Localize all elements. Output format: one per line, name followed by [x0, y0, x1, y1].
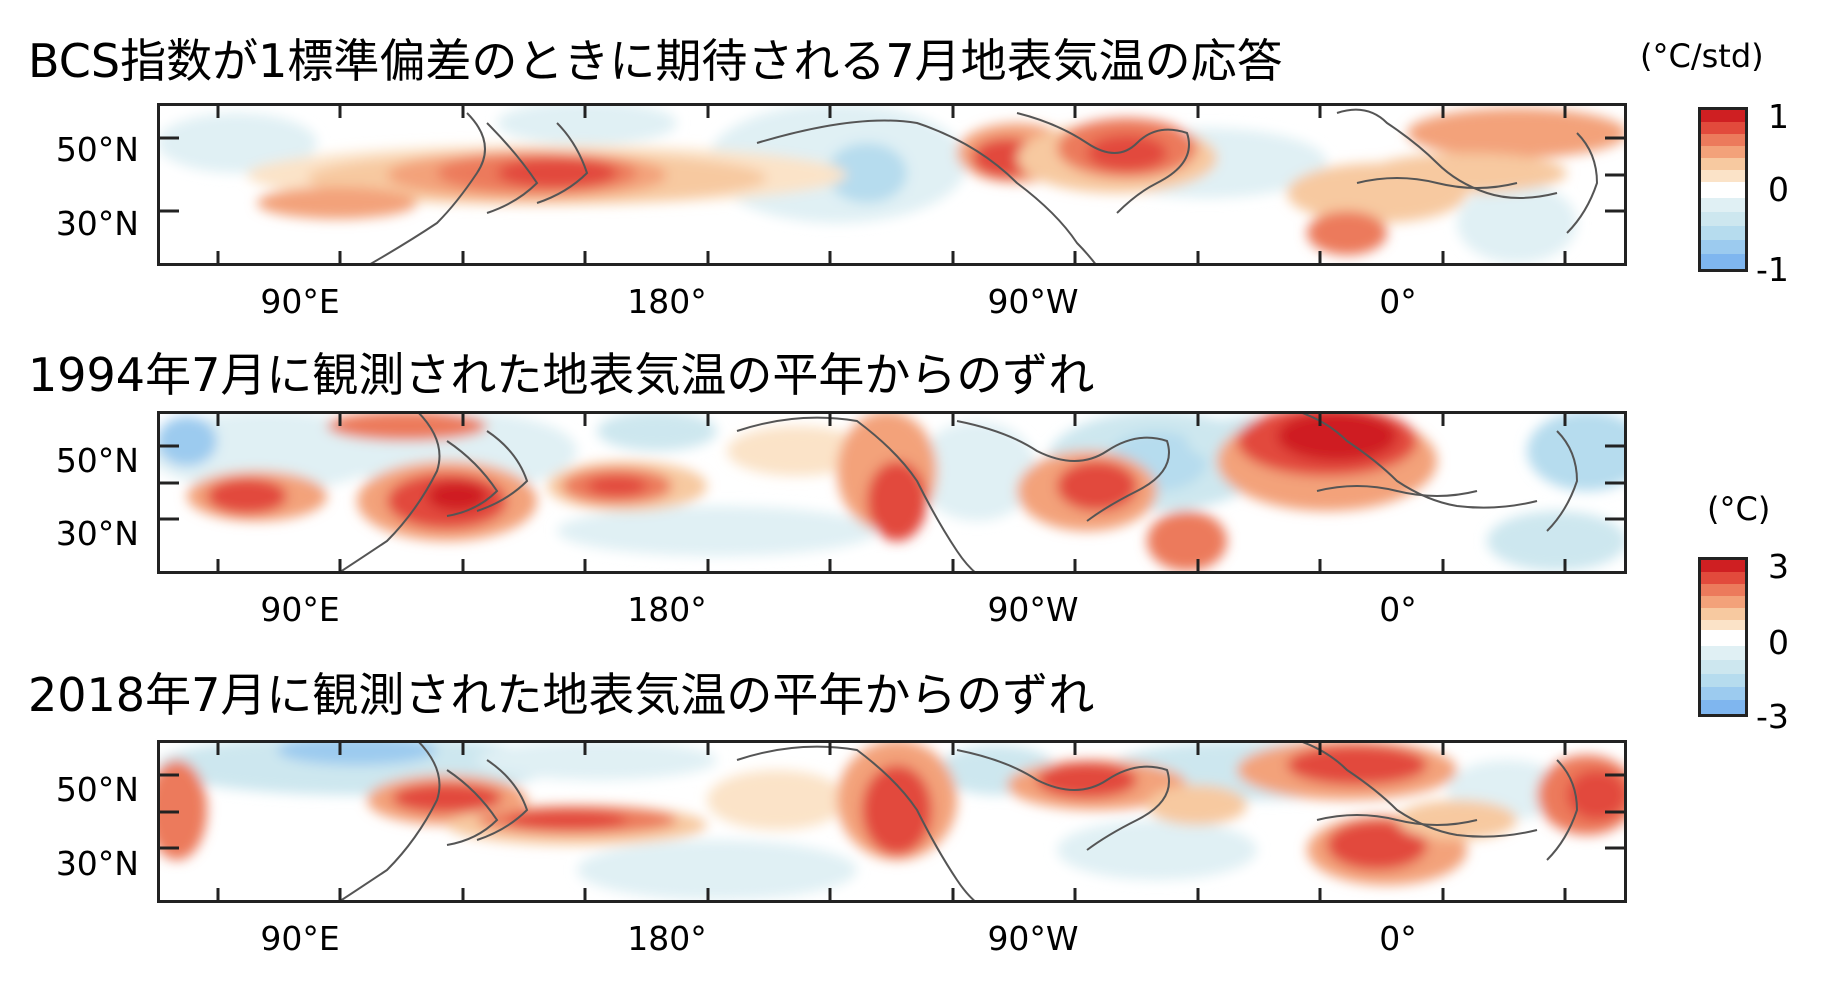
panel-1-lat-30n: 30°N: [55, 204, 139, 243]
colorbar-1-unit: (°C/std): [1640, 37, 1764, 75]
panel-3-lon-90e: 90°E: [260, 919, 340, 958]
panel-2-map: [157, 411, 1627, 574]
panel-1-map: [157, 103, 1627, 266]
panel-2-lon-90w: 90°W: [987, 590, 1079, 629]
panel-1-lon-0: 0°: [1379, 282, 1417, 321]
panel-2-lon-180: 180°: [627, 590, 707, 629]
colorbar-1-tick-max: 1: [1768, 97, 1789, 136]
panel-2-lon-0: 0°: [1379, 590, 1417, 629]
panel-3-lat-30n: 30°N: [55, 844, 139, 883]
panel-3-lon-180: 180°: [627, 919, 707, 958]
panel-2-lon-90e: 90°E: [260, 590, 340, 629]
panel-3-lon-0: 0°: [1379, 919, 1417, 958]
panel-3-map: [157, 740, 1627, 903]
panel-2-lat-50n: 50°N: [55, 441, 139, 480]
panel-3-lat-50n: 50°N: [55, 770, 139, 809]
panel-1-lon-90e: 90°E: [260, 282, 340, 321]
colorbar-2-tick-zero: 0: [1768, 623, 1789, 662]
panel-2-lat-30n: 30°N: [55, 514, 139, 553]
colorbar-1-tick-min: -1: [1756, 250, 1789, 289]
panel-3-lon-90w: 90°W: [987, 919, 1079, 958]
panel-1-lon-180: 180°: [627, 282, 707, 321]
colorbar-1: [1698, 107, 1748, 272]
colorbar-1-tick-zero: 0: [1768, 170, 1789, 209]
panel-3-title: 2018年7月に観測された地表気温の平年からのずれ: [28, 668, 1095, 722]
panel-1-lat-50n: 50°N: [55, 130, 139, 169]
panel-1-lon-90w: 90°W: [987, 282, 1079, 321]
colorbar-2-tick-min: -3: [1756, 697, 1789, 736]
panel-2-title: 1994年7月に観測された地表気温の平年からのずれ: [28, 348, 1095, 402]
colorbar-2: [1698, 557, 1748, 717]
panel-1-title: BCS指数が1標準偏差のときに期待される7月地表気温の応答: [28, 34, 1283, 88]
colorbar-2-unit: (°C): [1707, 490, 1771, 528]
colorbar-2-tick-max: 3: [1768, 547, 1789, 586]
